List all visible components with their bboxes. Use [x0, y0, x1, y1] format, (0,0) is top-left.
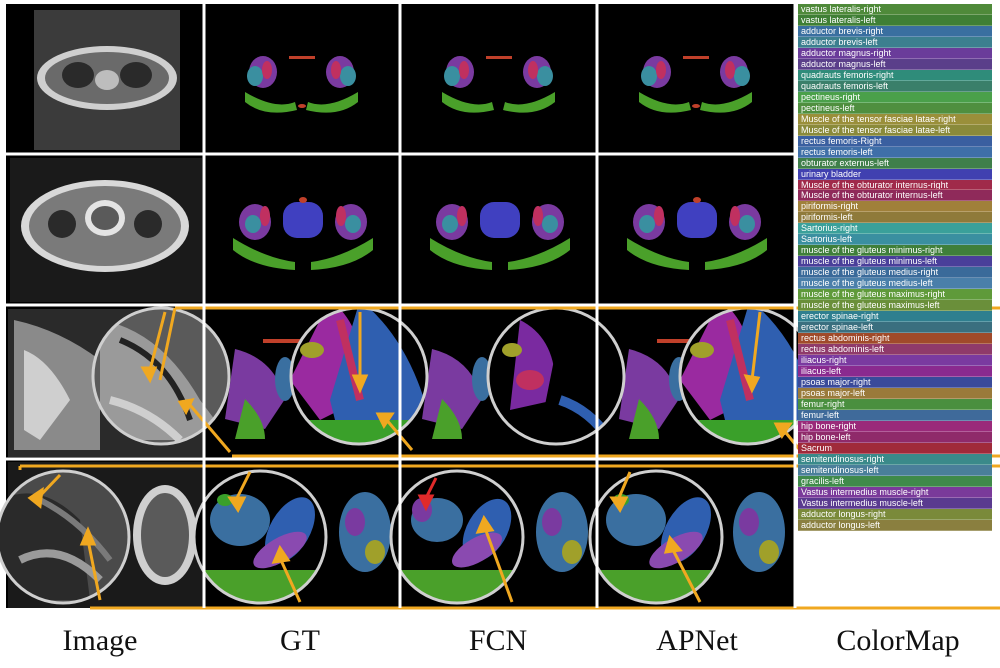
colormap-entry: pectineus-right — [798, 91, 992, 103]
colormap-entry: vastus lateralis-right — [798, 4, 992, 15]
colormap-entry: Vastus intermedius muscle-right — [798, 486, 992, 498]
colormap-entry: semitendinosus-left — [798, 464, 992, 476]
colormap-entry: Muscle of the tensor fasciae latae-right — [798, 113, 992, 125]
colormap-entry: rectus abdominis-left — [798, 344, 992, 355]
colormap-entry: adductor brevis-left — [798, 36, 992, 48]
colormap-entry: piriformis-left — [798, 212, 992, 224]
colormap-entry: adductor magnus-left — [798, 58, 992, 70]
colormap-entry: erector spinae-right — [798, 311, 992, 323]
colormap-entry: hip bone-left — [798, 431, 992, 443]
colormap-legend: vastus lateralis-right vastus lateralis-l… — [798, 4, 992, 608]
colormap-entry: piriformis-right — [798, 201, 992, 213]
colormap-entry: quadrauts femoris-right — [798, 69, 992, 81]
caption-gt: GT — [280, 624, 320, 657]
colormap-entry: pectineus-left — [798, 102, 992, 114]
row-1 — [34, 10, 792, 150]
row4-image-zoom — [0, 471, 129, 603]
colormap-entry: muscle of the gluteus maximus-left — [798, 300, 992, 312]
colormap-entry: Vastus intermedius muscle-left — [798, 497, 992, 509]
colormap-entry: adductor brevis-right — [798, 25, 992, 37]
colormap-entry: Muscle of the tensor fasciae latae-left — [798, 124, 992, 136]
colormap-entry: rectus abdominis-right — [798, 333, 992, 345]
colormap-entry: Sartorius-right — [798, 223, 992, 235]
colormap-entry: Sartorius-left — [798, 234, 992, 246]
row1-gt-seg — [205, 10, 398, 150]
colormap-entry: psoas major-right — [798, 376, 992, 388]
colormap-entry: muscle of the gluteus maximus-right — [798, 289, 992, 301]
colormap-entry: muscle of the gluteus minimus-left — [798, 256, 992, 268]
row-2 — [10, 158, 792, 304]
colormap-entry: rectus femoris-left — [798, 146, 992, 158]
row-3 — [8, 306, 818, 457]
highlight-arrows — [27, 311, 802, 603]
caption-apnet: APNet — [656, 624, 738, 657]
colormap-entry: muscle of the gluteus medius-left — [798, 278, 992, 290]
colormap-entry: muscle of the gluteus medius-right — [798, 267, 992, 279]
colormap-entry: iliacus-right — [798, 355, 992, 366]
colormap-entry: Sacrum — [798, 442, 992, 454]
caption-fcn: FCN — [468, 624, 528, 657]
colormap-entry: Muscle of the obturator internus-left — [798, 190, 992, 202]
colormap-entry: vastus lateralis-left — [798, 14, 992, 26]
colormap-entry: adductor magnus-right — [798, 47, 992, 59]
colormap-entry: erector spinae-left — [798, 322, 992, 334]
colormap-entry: iliacus-left — [798, 365, 992, 377]
red-arrow — [417, 477, 438, 512]
caption-colormap: ColorMap — [836, 624, 960, 657]
colormap-entry: psoas major-left — [798, 387, 992, 399]
colormap-entry: semitendinosus-right — [798, 453, 992, 465]
colormap-entry: muscle of the gluteus minimus-right — [798, 245, 992, 257]
colormap-entry: quadrauts femoris-left — [798, 80, 992, 92]
colormap-entry: urinary bladder — [798, 168, 992, 180]
colormap-entry: hip bone-right — [798, 420, 992, 432]
row1-fcn-seg — [402, 10, 595, 150]
row3-fcn-zoom — [488, 308, 624, 444]
colormap-entry: femur-right — [798, 398, 992, 410]
colormap-entry: obturator externus-left — [798, 157, 992, 169]
row2-fcn-seg — [402, 158, 595, 304]
colormap-entry: rectus femoris-Right — [798, 135, 992, 147]
colormap-entry: gracilis-left — [798, 475, 992, 487]
row2-apnet-seg — [599, 158, 792, 304]
colormap-entry: adductor longus-right — [798, 508, 992, 520]
colormap-entry: adductor longus-left — [798, 519, 992, 531]
colormap-entry: femur-left — [798, 409, 992, 421]
panel-separators — [6, 4, 797, 608]
row2-gt-seg — [205, 158, 398, 304]
colormap-entry: Muscle of the obturator internus-right — [798, 179, 992, 191]
row1-apnet-seg — [599, 10, 792, 150]
row-4 — [0, 462, 792, 608]
caption-image: Image — [62, 624, 138, 657]
